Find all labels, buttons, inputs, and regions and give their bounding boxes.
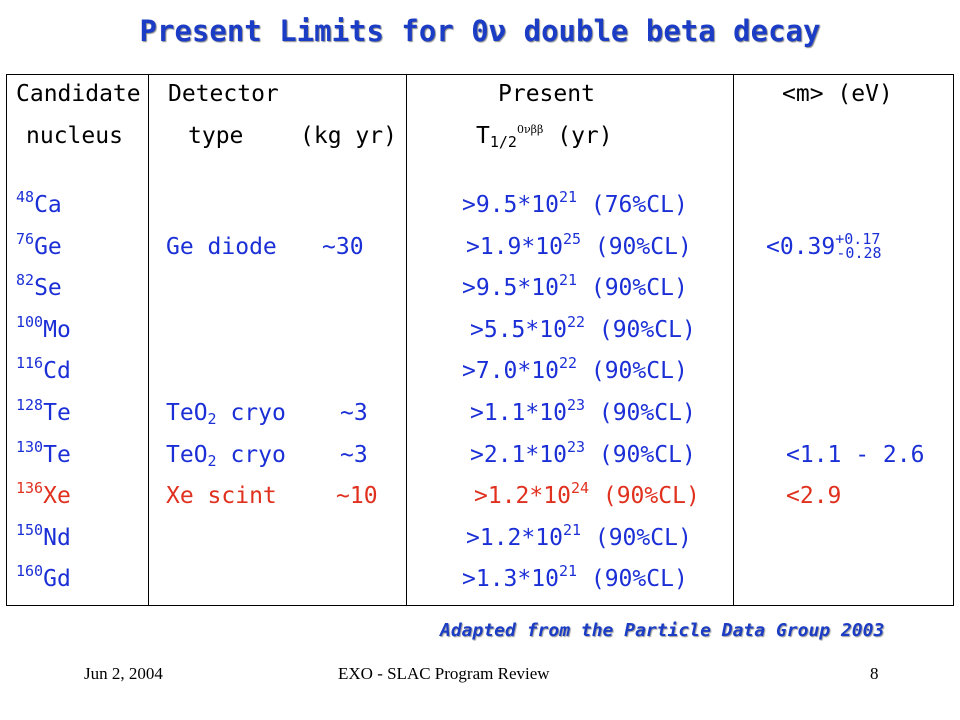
header-half-life: T1/20νββ (yr) xyxy=(476,123,613,151)
row-nucleus: 48Ca xyxy=(16,188,62,219)
row-nucleus: 160Gd xyxy=(16,562,71,593)
footer-title: EXO - SLAC Program Review xyxy=(338,664,550,683)
row-detector: TeO2 cryo xyxy=(166,400,286,428)
column-divider xyxy=(733,74,734,606)
row-nucleus: 82Se xyxy=(16,271,62,302)
row-halflife-limit: >9.5*1021 (90%CL) xyxy=(462,271,688,302)
slide-title: Present Limits for 0ν double beta decay xyxy=(139,14,821,48)
row-exposure: ~3 xyxy=(340,442,368,468)
row-halflife-limit: >9.5*1021 (76%CL) xyxy=(462,188,688,219)
row-exposure: ~30 xyxy=(322,234,364,260)
page-number: 8 xyxy=(870,664,879,683)
header-nucleus: nucleus xyxy=(26,123,123,149)
source-credit: Adapted from the Particle Data Group 200… xyxy=(440,620,885,641)
row-halflife-limit: >7.0*1022 (90%CL) xyxy=(462,354,688,385)
row-mass-limit: <1.1 - 2.6 xyxy=(786,442,925,468)
row-detector: Xe scint xyxy=(166,483,277,509)
row-nucleus: 116Cd xyxy=(16,354,71,385)
row-halflife-limit: >1.1*1023 (90%CL) xyxy=(470,396,696,427)
header-candidate: Candidate xyxy=(16,81,141,107)
header-present: Present xyxy=(498,81,595,107)
row-nucleus: 128Te xyxy=(16,396,71,427)
row-halflife-limit: >2.1*1023 (90%CL) xyxy=(470,438,696,469)
row-exposure: ~3 xyxy=(340,400,368,426)
row-exposure: ~10 xyxy=(336,483,378,509)
row-nucleus: 130Te xyxy=(16,438,71,469)
header-detector: Detector xyxy=(168,81,279,107)
row-detector: Ge diode xyxy=(166,234,277,260)
row-mass-limit: <2.9 xyxy=(786,483,842,509)
header-mass: <m> (eV) xyxy=(782,81,893,107)
header-type: type xyxy=(188,123,244,149)
row-detector: TeO2 cryo xyxy=(166,442,286,470)
row-nucleus: 136Xe xyxy=(16,479,71,510)
footer-date: Jun 2, 2004 xyxy=(84,664,163,683)
row-nucleus: 150Nd xyxy=(16,521,71,552)
row-halflife-limit: >1.2*1024 (90%CL) xyxy=(474,479,700,510)
column-divider xyxy=(148,74,149,606)
row-nucleus: 100Mo xyxy=(16,313,71,344)
row-mass-limit: <0.39+0.17-0.28 xyxy=(766,230,882,262)
header-exposure: (kg yr) xyxy=(300,123,397,149)
row-halflife-limit: >1.3*1021 (90%CL) xyxy=(462,562,688,593)
table-frame xyxy=(6,74,954,606)
row-halflife-limit: >5.5*1022 (90%CL) xyxy=(470,313,696,344)
row-halflife-limit: >1.2*1021 (90%CL) xyxy=(466,521,692,552)
row-nucleus: 76Ge xyxy=(16,230,62,261)
column-divider xyxy=(406,74,407,606)
row-halflife-limit: >1.9*1025 (90%CL) xyxy=(466,230,692,261)
